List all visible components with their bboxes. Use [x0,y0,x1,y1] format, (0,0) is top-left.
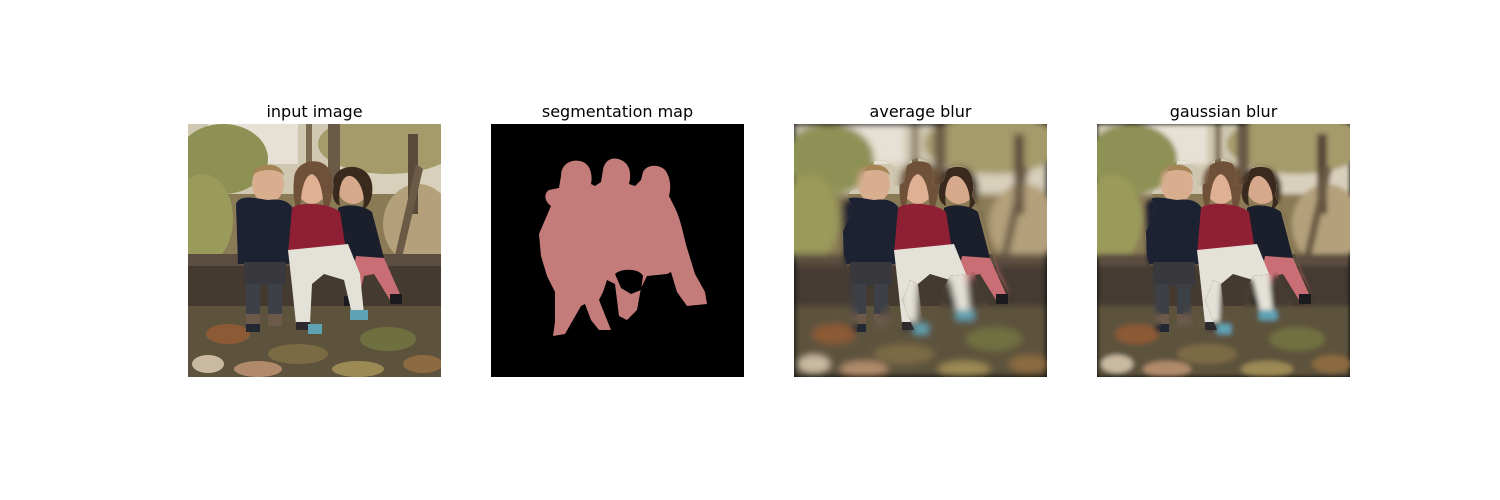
panel-segmentation-map: segmentation map [491,100,744,377]
segmentation-mask-people [539,158,707,336]
input-image-photo [188,124,441,377]
segmentation-map-canvas [491,124,744,377]
average-blur-photo [794,124,1047,377]
panel-title: average blur [869,102,972,121]
panel-title: gaussian blur [1169,102,1278,121]
panel-title: input image [266,102,363,121]
average-blur-image [794,124,1047,377]
input-image [188,124,441,377]
gaussian-blur-photo [1097,124,1350,377]
panel-gaussian-blur: gaussian blur [1097,100,1350,377]
panel-title: segmentation map [541,102,694,121]
segmentation-mask-gap [615,269,643,294]
gaussian-blur-image [1097,124,1350,377]
panel-input-image: input image [188,100,441,377]
panel-average-blur: average blur [794,100,1047,377]
segmentation-map-image [491,124,744,377]
